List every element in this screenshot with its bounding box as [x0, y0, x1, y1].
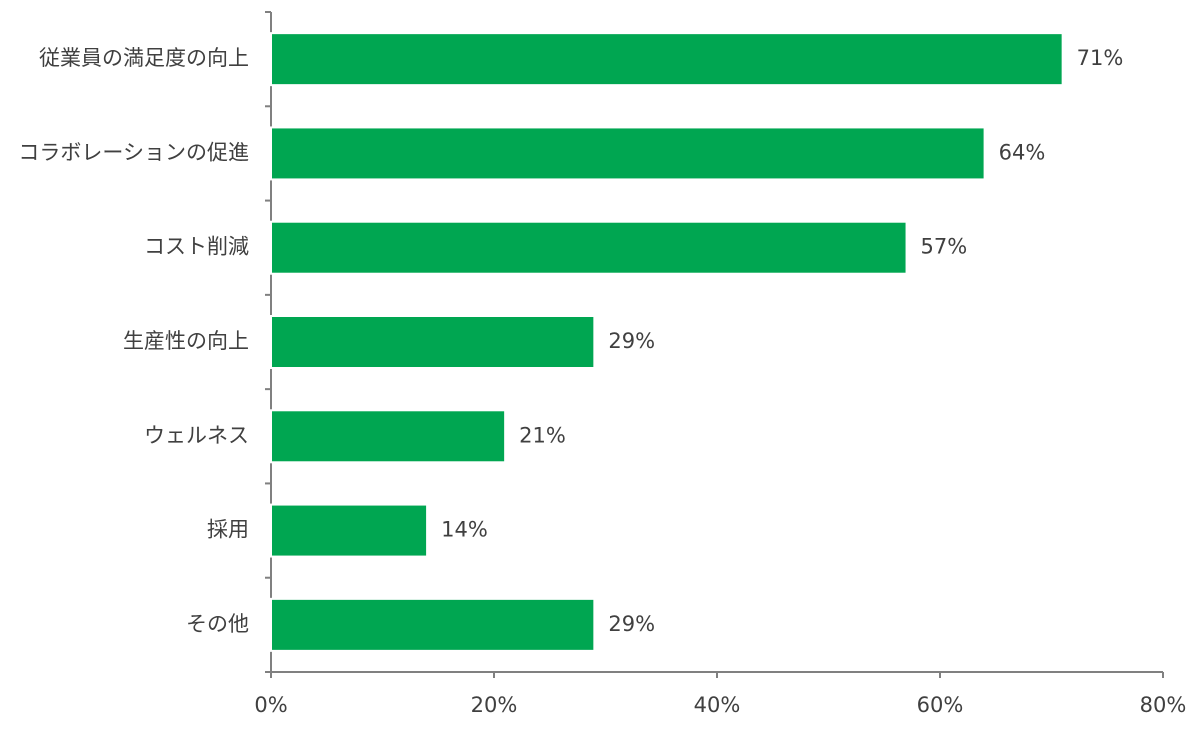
x-tick-label: 0%	[254, 693, 287, 717]
data-label: 64%	[999, 140, 1046, 164]
y-tick-label: コスト削減	[144, 235, 249, 259]
bar	[270, 32, 1064, 87]
y-tick-label: 生産性の向上	[123, 329, 249, 353]
x-tick-label: 80%	[1140, 693, 1187, 717]
bar	[270, 220, 908, 275]
data-label: 71%	[1077, 46, 1124, 70]
y-tick-label: その他	[186, 612, 249, 636]
bar	[270, 315, 596, 369]
data-label: 29%	[608, 329, 655, 353]
bar	[270, 126, 986, 181]
y-tick-label: 採用	[207, 518, 249, 542]
bar	[270, 409, 507, 464]
y-tick-label: コラボレーションの促進	[18, 140, 249, 164]
x-tick-label: 60%	[917, 693, 964, 717]
x-tick-label: 20%	[471, 693, 518, 717]
bar	[270, 503, 429, 558]
data-label: 57%	[921, 235, 968, 259]
y-tick-label: 従業員の満足度の向上	[39, 46, 249, 70]
bar	[270, 597, 596, 652]
data-label: 14%	[441, 518, 488, 542]
x-tick-label: 40%	[694, 693, 741, 717]
data-label: 29%	[608, 612, 655, 636]
y-tick-label: ウェルネス	[144, 423, 249, 447]
data-label: 21%	[519, 423, 566, 447]
